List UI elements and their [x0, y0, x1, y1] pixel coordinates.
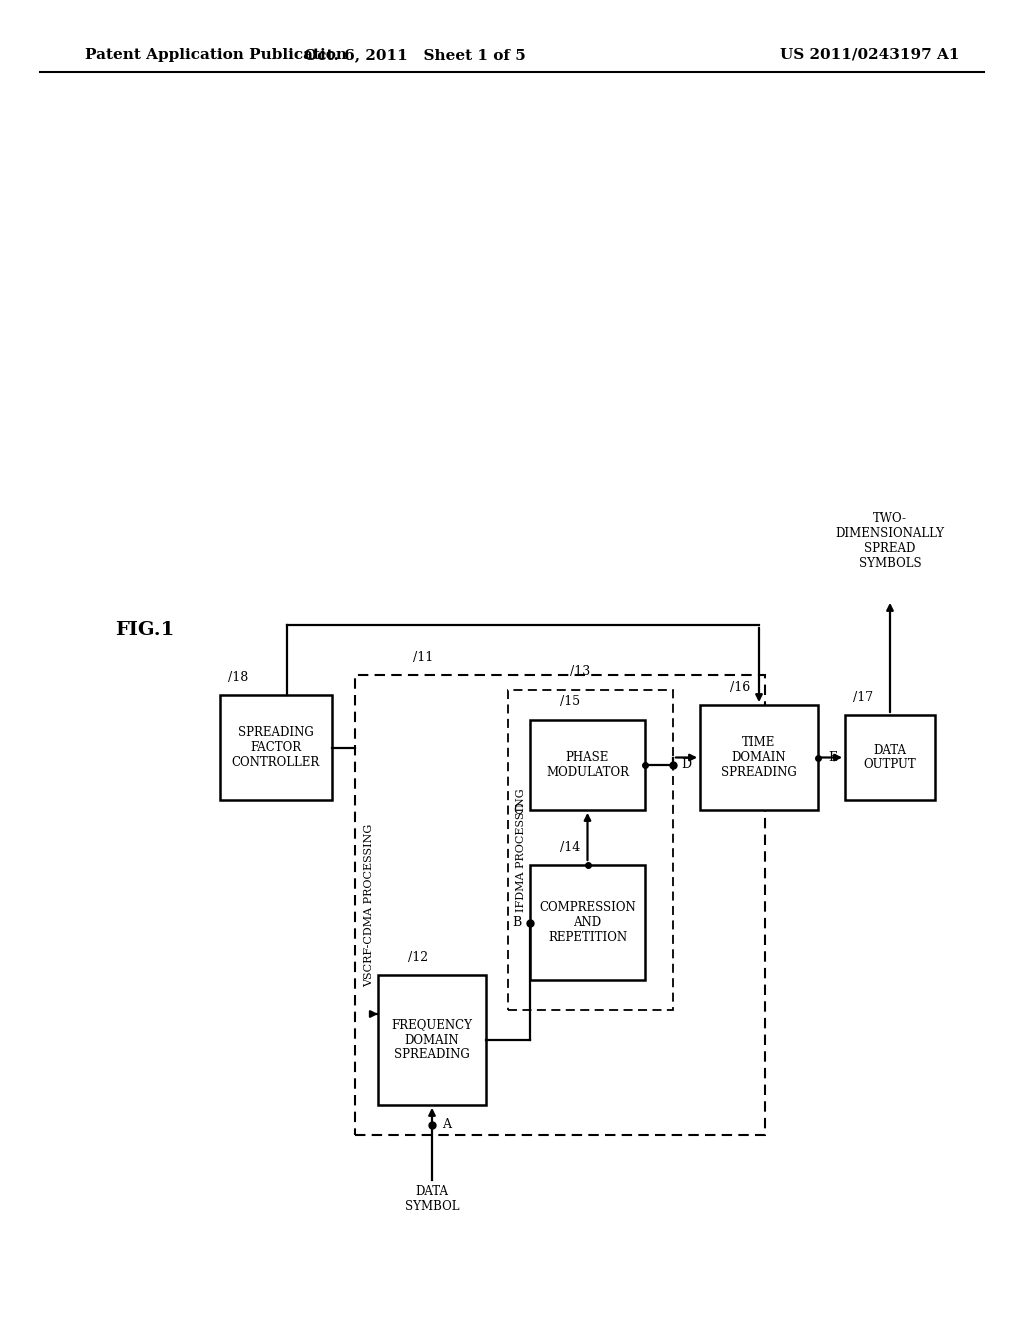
Bar	[530, 865, 645, 979]
Text: TWO-
DIMENSIONALLY
SPREAD
SYMBOLS: TWO- DIMENSIONALLY SPREAD SYMBOLS	[836, 512, 944, 570]
Text: E: E	[827, 751, 837, 764]
Text: C: C	[513, 804, 522, 817]
Text: D: D	[681, 759, 691, 771]
Text: TIME
DOMAIN
SPREADING: TIME DOMAIN SPREADING	[721, 737, 797, 779]
Text: A: A	[442, 1118, 451, 1131]
Text: DATA
SYMBOL: DATA SYMBOL	[404, 1185, 459, 1213]
Text: /15: /15	[560, 696, 581, 709]
Text: /13: /13	[570, 665, 590, 678]
Text: /11: /11	[413, 651, 433, 664]
Text: COMPRESSION
AND
REPETITION: COMPRESSION AND REPETITION	[539, 902, 636, 944]
Text: /17: /17	[853, 690, 873, 704]
Text: Patent Application Publication: Patent Application Publication	[85, 48, 347, 62]
Bar	[378, 975, 486, 1105]
Bar	[700, 705, 818, 810]
Bar	[220, 696, 332, 800]
Bar	[355, 675, 765, 1135]
Text: /16: /16	[730, 681, 751, 693]
Text: Oct. 6, 2011   Sheet 1 of 5: Oct. 6, 2011 Sheet 1 of 5	[304, 48, 526, 62]
Text: /12: /12	[408, 950, 428, 964]
Text: FREQUENCY
DOMAIN
SPREADING: FREQUENCY DOMAIN SPREADING	[391, 1019, 472, 1061]
Text: FIG.1: FIG.1	[115, 620, 174, 639]
Bar	[508, 690, 673, 1010]
Bar	[845, 715, 935, 800]
Text: B: B	[513, 916, 522, 929]
Text: DATA
OUTPUT: DATA OUTPUT	[863, 743, 916, 771]
Text: /14: /14	[560, 841, 581, 854]
Text: VSCRF-CDMA PROCESSING: VSCRF-CDMA PROCESSING	[364, 824, 374, 986]
Text: IFDMA PROCESSING: IFDMA PROCESSING	[516, 788, 526, 912]
Text: PHASE
MODULATOR: PHASE MODULATOR	[546, 751, 629, 779]
Text: US 2011/0243197 A1: US 2011/0243197 A1	[780, 48, 959, 62]
Text: SPREADING
FACTOR
CONTROLLER: SPREADING FACTOR CONTROLLER	[231, 726, 321, 770]
Text: /18: /18	[228, 671, 248, 684]
Bar	[530, 719, 645, 810]
